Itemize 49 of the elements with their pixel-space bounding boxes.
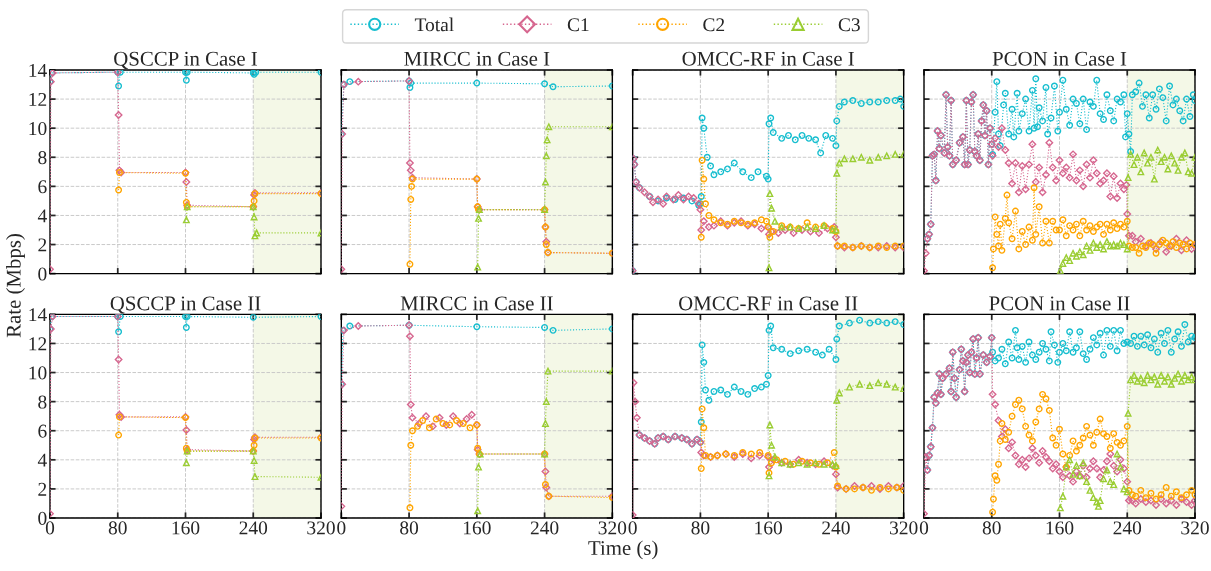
x-tick-label: 240 (1113, 521, 1142, 535)
chart-title: MIRCC in Case I (404, 51, 550, 66)
x-tick-label: 240 (239, 521, 268, 535)
chart-title: PCON in Case II (989, 296, 1130, 311)
y-tick-label: 0 (38, 267, 47, 281)
y-tick-label: 14 (29, 63, 47, 77)
x-tick-label: 0 (628, 521, 637, 535)
y-tick-label: 10 (29, 122, 47, 136)
x-tick-label: 160 (463, 521, 491, 535)
y-tick-label: 8 (38, 395, 47, 409)
y-tick-label: 4 (37, 209, 47, 223)
x-tick-label: 160 (755, 521, 783, 535)
chart-title: PCON in Case I (992, 51, 1127, 66)
legend-label: C2 (703, 18, 725, 32)
x-tick-label: 0 (919, 521, 929, 535)
x-tick-label: 240 (822, 521, 850, 535)
y-tick-label: 12 (29, 92, 47, 106)
x-tick-label: 320 (598, 521, 627, 535)
chart-title: QSCCP in Case I (114, 51, 258, 69)
chart-title: OMCC-RF in Case I (682, 51, 854, 66)
x-tick-label: 80 (691, 521, 710, 535)
y-tick-label: 14 (29, 308, 47, 322)
y-tick-label: 12 (29, 337, 47, 351)
chart-title: OMCC-RF in Case II (679, 296, 858, 311)
y-tick-label: 2 (38, 238, 47, 252)
y-tick-label: 8 (38, 151, 47, 165)
y-tick-label: 6 (38, 180, 47, 194)
chart-title: MIRCC in Case II (400, 296, 553, 311)
x-tick-label: 320 (1181, 521, 1209, 535)
x-axis-title: Time (s) (588, 540, 658, 560)
legend-label: Total (414, 17, 454, 32)
chart-title: QSCCP in Case II (110, 296, 261, 314)
y-tick-label: 0 (38, 511, 47, 525)
x-tick-label: 160 (172, 521, 200, 535)
x-tick-label: 240 (530, 521, 559, 535)
x-tick-label: 80 (982, 521, 1001, 535)
x-tick-label: 320 (890, 521, 918, 535)
y-axis-title: Rate (Mbps) (6, 234, 25, 338)
x-tick-label: 320 (307, 521, 335, 535)
x-tick-label: 80 (400, 521, 419, 535)
y-tick-label: 10 (29, 366, 47, 380)
legend-label: C1 (567, 18, 589, 32)
x-tick-label: 80 (108, 521, 127, 535)
y-tick-label: 2 (38, 482, 47, 496)
legend-label: C3 (838, 18, 860, 32)
x-tick-label: 0 (337, 521, 346, 535)
y-tick-label: 4 (37, 453, 47, 467)
x-tick-label: 160 (1046, 521, 1074, 535)
y-tick-label: 6 (38, 424, 47, 438)
